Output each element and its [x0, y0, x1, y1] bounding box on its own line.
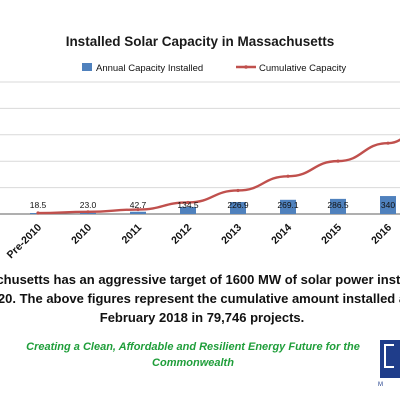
data-label-2015: 286.5 — [327, 200, 349, 210]
legend-line-label: Cumulative Capacity — [259, 63, 346, 74]
legend-bar-label: Annual Capacity Installed — [96, 63, 203, 74]
caption-line-2: 20. The above figures represent the cumu… — [0, 291, 400, 306]
x-tick-2011: 2011 — [120, 222, 145, 247]
gridlines — [0, 81, 400, 215]
data-label-2012: 134.5 — [177, 200, 199, 210]
cumulative-point-pre-2010 — [36, 211, 40, 215]
tagline-line-2: Commonwealth — [152, 357, 234, 369]
logo — [380, 340, 400, 378]
cumulative-point-2013 — [236, 188, 240, 193]
tagline: Creating a Clean, Affordable and Resilie… — [0, 339, 386, 371]
caption-line-3: February 2018 in 79,746 projects. — [99, 310, 305, 325]
cumulative-point-2011 — [136, 207, 140, 212]
cumulative-point-2015 — [336, 159, 340, 163]
cumulative-point-2010 — [86, 210, 90, 214]
bar-2014 — [280, 199, 296, 214]
cumulative-point-2012 — [186, 200, 190, 205]
bar-2016 — [380, 196, 396, 214]
cumulative-point-2016 — [386, 141, 390, 145]
bar-2013 — [230, 202, 246, 214]
x-tick-labels: Pre-201020102011201220132014201520162017 — [5, 222, 395, 262]
logo-subtext: M — [378, 382, 383, 388]
chart-title: Installed Solar Capacity in Massachusett… — [65, 34, 335, 49]
data-label-2014: 269.1 — [277, 200, 299, 210]
chart-caption: chusetts has an aggressive target of 160… — [0, 270, 400, 327]
cumulative-line — [37, 138, 400, 215]
legend: Annual Capacity Installed Cumulative Capa… — [82, 63, 346, 74]
caption-line-1: chusetts has an aggressive target of 160… — [0, 272, 400, 287]
legend-bar-swatch — [82, 63, 92, 71]
bar-2015 — [330, 198, 346, 214]
x-tick-2015: 2015 — [319, 222, 344, 247]
x-tick-2010: 2010 — [69, 222, 94, 247]
bars — [30, 196, 396, 214]
bar-2012 — [180, 206, 196, 214]
x-tick-pre-2010: Pre-2010 — [5, 222, 45, 262]
data-label-2010: 23.0 — [80, 200, 97, 210]
bar-2011 — [130, 211, 146, 214]
data-label-pre-2010: 18.5 — [30, 200, 47, 210]
legend-line-marker — [244, 65, 248, 69]
x-tick-2012: 2012 — [169, 222, 194, 247]
x-tick-2013: 2013 — [219, 222, 244, 247]
data-label-2011: 42.7 — [130, 200, 147, 210]
cumulative-line-group — [36, 138, 400, 215]
data-label-2016: 340 — [381, 200, 395, 210]
cumulative-point-2014 — [286, 174, 290, 178]
logo-mark — [384, 344, 394, 368]
tagline-line-1: Creating a Clean, Affordable and Resilie… — [26, 341, 360, 353]
x-tick-2016: 2016 — [369, 222, 394, 247]
data-label-2013: 226.9 — [227, 200, 249, 210]
x-tick-2014: 2014 — [269, 222, 294, 247]
